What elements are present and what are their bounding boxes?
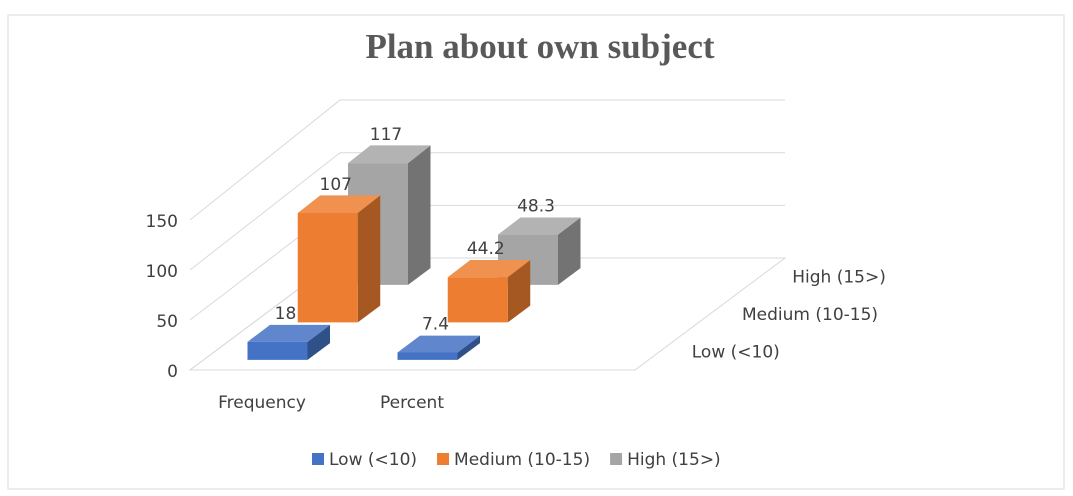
bar-side [457,335,480,360]
bar-side [357,195,381,323]
bar-front [397,352,458,360]
legend-swatch [437,453,450,465]
y-tick-label: 50 [156,312,178,332]
bar-top [247,324,330,342]
legend-label: High (15>) [627,450,721,470]
x-tick-label: Frequency [218,393,306,413]
grid-line [189,152,785,271]
data-label: 117 [370,125,402,145]
data-label: 18 [275,304,297,324]
y-tick-label: 150 [146,212,178,232]
legend-label: Low (<10) [329,450,417,470]
grid-line [189,99,785,221]
legend-label: Medium (10-15) [454,450,590,470]
chart-title: Plan about own subject [365,27,714,66]
depth-label: Low (<10) [692,343,780,363]
bar-top [297,195,381,213]
bar-side [408,145,431,285]
bar-side [507,260,531,323]
bar-side [307,324,330,360]
y-tick-label: 100 [146,262,178,282]
bar-side [558,217,581,285]
depth-label: Medium (10-15) [742,305,878,325]
legend-swatch [312,453,324,465]
bar-top [447,260,531,278]
bar-front [447,277,508,323]
bar-top [498,217,581,235]
legend-swatch [610,453,623,465]
bar-front [297,212,358,323]
y-tick-label: 0 [167,362,178,382]
x-tick-label: Percent [380,393,444,413]
bar-front [247,341,308,360]
bar-top [348,145,431,164]
data-label: 107 [320,175,352,195]
data-label: 48.3 [517,197,555,217]
depth-label: High (15>) [792,267,886,287]
data-label: 7.4 [422,314,449,334]
data-label: 44.2 [467,239,505,259]
bar-top [397,335,480,353]
